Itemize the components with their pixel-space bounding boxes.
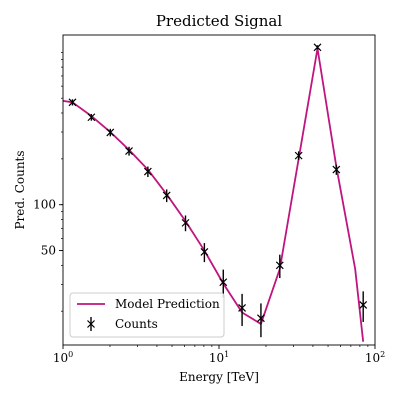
x-tick-label: 100 <box>53 350 73 365</box>
y-tick-label: 50 <box>41 244 56 258</box>
y-axis: 50 100 <box>33 52 63 312</box>
count-point <box>125 146 133 156</box>
count-point <box>87 113 96 122</box>
count-point <box>68 98 77 107</box>
count-point <box>257 303 265 338</box>
y-tick-label: 100 <box>33 198 56 212</box>
count-marker <box>238 304 247 312</box>
chart-title: Predicted Signal <box>156 12 282 30</box>
count-marker <box>87 113 96 122</box>
count-marker <box>294 151 303 160</box>
count-point <box>162 189 171 203</box>
count-point <box>359 291 368 322</box>
legend-counts-swatch <box>87 317 95 331</box>
legend-box <box>69 292 225 338</box>
count-point <box>238 293 247 326</box>
count-marker <box>162 191 171 200</box>
count-marker <box>313 43 322 52</box>
x-tick-label: 102 <box>365 350 385 365</box>
count-marker <box>125 147 133 155</box>
count-marker <box>68 98 77 107</box>
legend: Model Prediction Counts <box>69 292 225 338</box>
count-marker <box>257 314 265 323</box>
count-marker <box>332 165 341 174</box>
count-point <box>275 254 284 279</box>
count-point <box>143 166 152 178</box>
count-marker <box>200 247 209 256</box>
count-point <box>313 43 322 52</box>
count-marker <box>181 218 190 227</box>
count-point <box>200 243 209 263</box>
count-marker <box>359 300 368 309</box>
count-marker <box>106 128 115 137</box>
count-marker <box>275 261 284 270</box>
count-marker <box>219 278 228 287</box>
count-point <box>181 215 190 232</box>
data-marks <box>62 43 368 342</box>
count-marker <box>143 167 152 176</box>
legend-counts-label: Counts <box>115 317 158 331</box>
x-axis-label: Energy [TeV] <box>179 370 259 384</box>
y-axis-label: Pred. Counts <box>13 150 27 229</box>
count-point <box>106 128 115 137</box>
count-point <box>332 164 341 175</box>
x-tick-label: 101 <box>209 350 229 365</box>
x-axis: 100 101 102 <box>53 345 385 365</box>
legend-model-label: Model Prediction <box>115 297 220 311</box>
count-point <box>294 151 303 161</box>
